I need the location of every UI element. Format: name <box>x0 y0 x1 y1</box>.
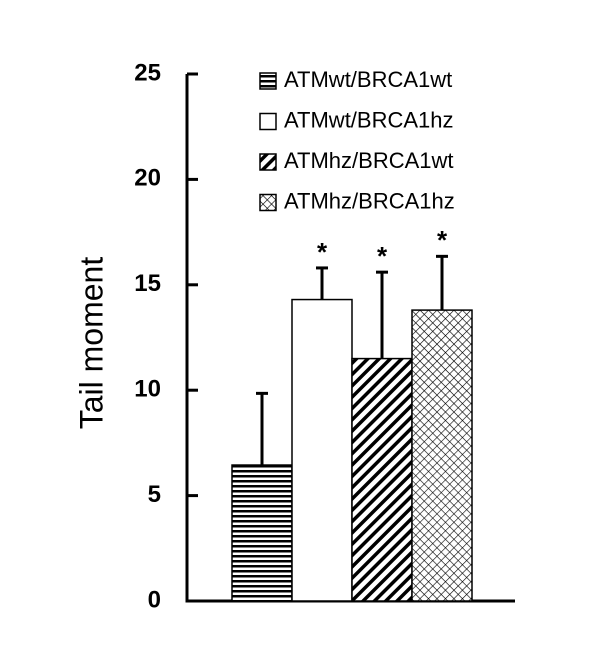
legend-swatch <box>259 72 277 90</box>
y-tick-label: 20 <box>134 165 161 192</box>
legend-swatch <box>259 112 277 131</box>
annotation: * <box>437 225 448 255</box>
legend-swatch <box>259 193 277 212</box>
y-tick-label: 10 <box>134 376 161 403</box>
bar <box>231 464 293 602</box>
annotation: * <box>317 237 328 267</box>
bar <box>351 357 413 602</box>
y-tick-label: 0 <box>148 586 161 613</box>
bar <box>291 298 353 602</box>
legend-label: ATMwt/BRCA1hz <box>284 107 454 132</box>
legend-label: ATMhz/BRCA1hz <box>284 188 455 213</box>
legend-label: ATMhz/BRCA1wt <box>284 148 454 173</box>
y-tick-label: 25 <box>134 59 161 86</box>
y-tick-label: 5 <box>148 481 161 508</box>
y-axis-label: Tail moment <box>73 257 109 430</box>
y-tick-label: 15 <box>134 270 161 297</box>
annotation: * <box>377 241 388 271</box>
bar <box>411 309 473 602</box>
legend-swatch <box>259 153 277 171</box>
legend-label: ATMwt/BRCA1wt <box>284 67 452 92</box>
